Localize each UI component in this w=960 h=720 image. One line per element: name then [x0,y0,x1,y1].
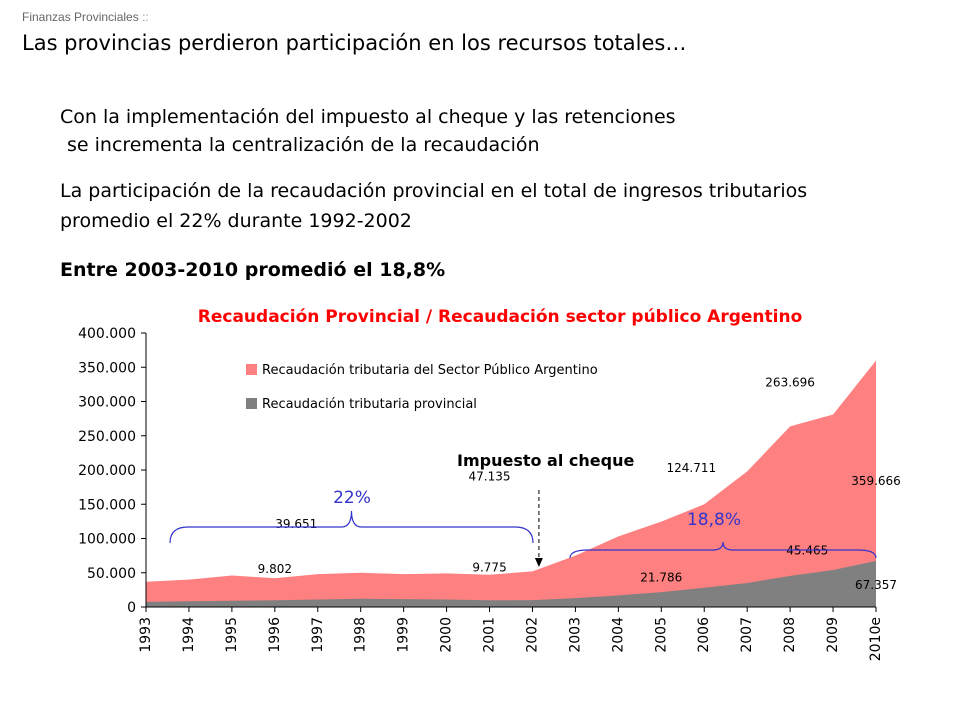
share-line-1: La participación de la recaudación provi… [60,180,808,202]
average-statement: Entre 2003-2010 promedió el 18,8% [60,259,446,281]
y-tick-label: 200.000 [78,463,136,479]
x-tick-label: 1996 [267,617,283,653]
share-line-2: promedio el 22% durante 1992-2002 [60,210,412,232]
cheque-arrow-head [534,558,543,567]
legend-swatch-provincial [246,398,257,409]
x-tick-label: 2008 [782,617,798,653]
x-tick-label: 2001 [482,617,498,653]
x-tick-label: 2002 [524,617,540,653]
x-tick-label: 2004 [610,617,626,653]
x-tick-label: 2007 [739,617,755,653]
pct-label-18-8: 18,8% [687,510,741,530]
data-label: 263.696 [765,375,815,389]
brace-1992-2002 [169,510,534,544]
brace-2003-2010 [569,541,877,559]
intro-paragraph: Con la implementación del impuesto al ch… [60,103,676,159]
y-tick-label: 50.000 [87,566,136,582]
y-tick-label: 0 [127,600,136,616]
breadcrumb: Finanzas Provinciales :: [22,10,149,24]
x-tick-label: 1997 [310,617,326,653]
y-tick-label: 250.000 [78,429,136,445]
data-label: 67.357 [855,578,897,592]
x-tick-label: 1998 [353,617,369,653]
intro-line-2: se incrementa la centralización de la re… [67,134,540,156]
x-tick-label: 1995 [224,617,240,653]
area-provincial-series [146,560,876,607]
y-tick-label: 300.000 [78,395,136,411]
x-tick-label: 1993 [138,617,154,653]
data-label: 21.786 [640,571,682,585]
x-tick-label: 2000 [439,617,455,653]
area-total-series [146,360,876,607]
data-label: 39.651 [275,517,317,531]
x-tick-label: 2010e [868,617,884,661]
x-tick-label: 2005 [653,617,669,653]
x-tick-label: 2006 [696,617,712,653]
breadcrumb-separator: :: [142,10,149,24]
intro-line-1: Con la implementación del impuesto al ch… [60,106,676,128]
legend-label-total: Recaudación tributaria del Sector Públic… [262,363,598,378]
data-label: 9.775 [472,560,506,574]
y-tick-label: 100.000 [78,532,136,548]
legend-label-provincial: Recaudación tributaria provincial [262,397,477,412]
data-label: 47.135 [469,469,511,483]
x-tick-label: 1994 [181,617,197,653]
data-label: 124.711 [667,461,717,475]
y-tick-label: 150.000 [78,497,136,513]
x-tick-label: 2003 [567,617,583,653]
chart-title: Recaudación Provincial / Recaudación sec… [198,307,803,327]
x-tick-label: 2009 [825,617,841,653]
data-label: 9.802 [258,562,292,576]
x-tick-label: 1999 [396,617,412,653]
y-tick-label: 400.000 [78,326,136,342]
cheque-annotation: Impuesto al cheque [457,451,634,470]
legend-swatch-total [246,364,257,375]
share-paragraph: La participación de la recaudación provi… [60,176,807,236]
section-label: Finanzas Provinciales [22,10,139,24]
data-label: 359.666 [851,474,901,488]
y-tick-label: 350.000 [78,360,136,376]
page-title: Las provincias perdieron participación e… [22,31,687,55]
pct-label-22: 22% [333,488,371,508]
